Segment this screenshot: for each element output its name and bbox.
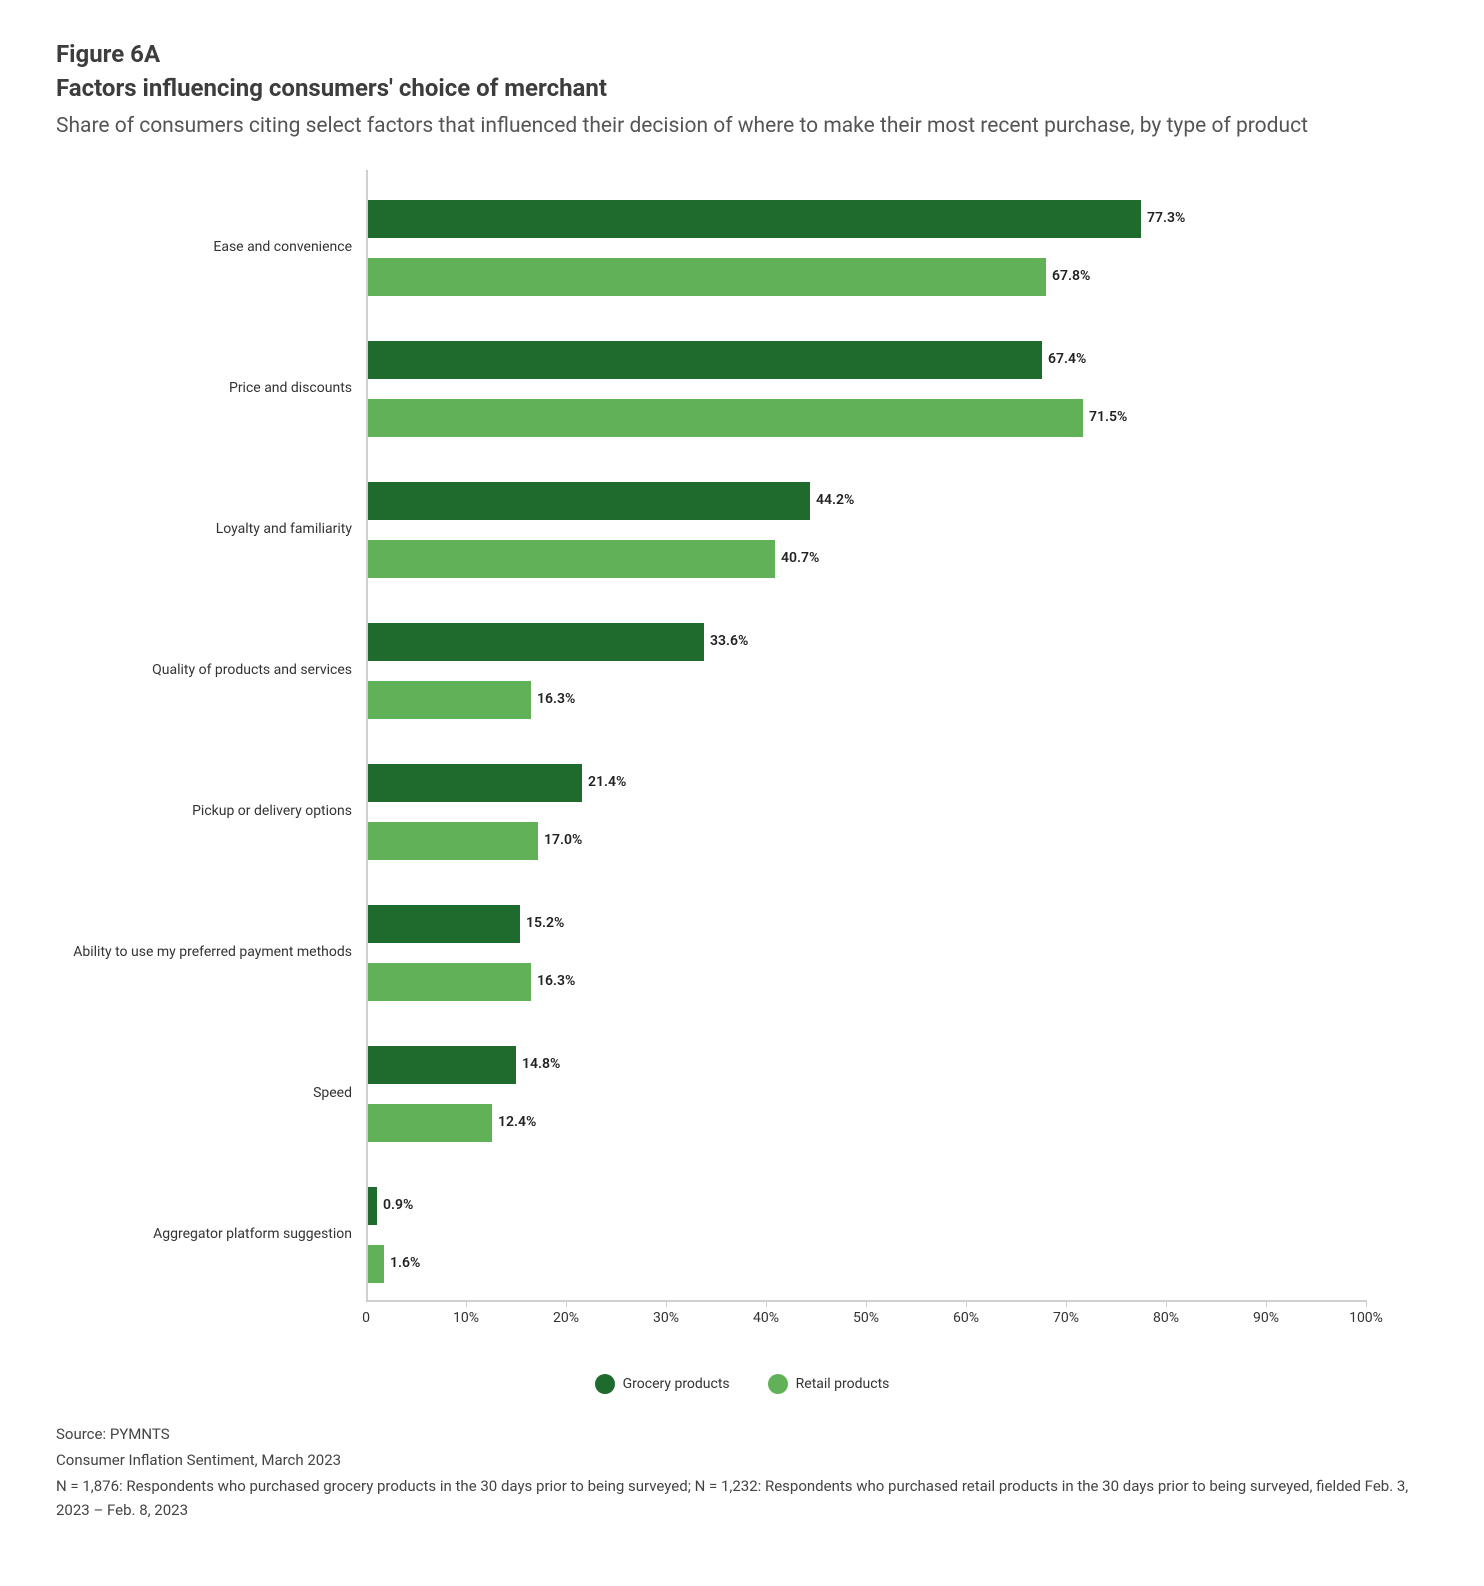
x-tick <box>866 1300 867 1307</box>
bar <box>368 1187 377 1225</box>
bar-value-label: 0.9% <box>383 1197 413 1213</box>
category-label: Pickup or delivery options <box>192 803 352 819</box>
category-label: Ability to use my preferred payment meth… <box>73 944 352 960</box>
bar-chart: 0 10% 20% 30% 40% 50% 60% 70% 80% 90% 100% Ease and… <box>56 160 1428 1360</box>
bar <box>368 540 775 578</box>
bar <box>368 399 1083 437</box>
x-tick-label: 20% <box>553 1310 579 1326</box>
bar-value-label: 67.4% <box>1048 351 1086 367</box>
x-tick <box>466 1300 467 1307</box>
bar <box>368 482 810 520</box>
legend-swatch <box>595 1374 615 1394</box>
x-tick <box>1066 1300 1067 1307</box>
bar-value-label: 15.2% <box>526 915 564 931</box>
x-tick-label: 70% <box>1053 1310 1079 1326</box>
category-label: Quality of products and services <box>152 662 352 678</box>
x-tick-label: 40% <box>753 1310 779 1326</box>
chart-title: Factors influencing consumers' choice of… <box>56 74 1428 102</box>
category-label: Price and discounts <box>229 380 352 396</box>
bar-value-label: 17.0% <box>544 832 582 848</box>
bar-value-label: 16.3% <box>537 691 575 707</box>
bar <box>368 1046 516 1084</box>
category-label: Speed <box>313 1085 352 1101</box>
legend-item: Retail products <box>768 1374 890 1394</box>
bar <box>368 341 1042 379</box>
bar-value-label: 67.8% <box>1052 268 1090 284</box>
footer-note: N = 1,876: Respondents who purchased gro… <box>56 1474 1428 1522</box>
bar-value-label: 1.6% <box>390 1255 420 1271</box>
bar-value-label: 77.3% <box>1147 210 1185 226</box>
x-tick-label: 50% <box>853 1310 879 1326</box>
bar <box>368 258 1046 296</box>
category-label: Ease and convenience <box>213 239 352 255</box>
x-tick <box>666 1300 667 1307</box>
footer-report: Consumer Inflation Sentiment, March 2023 <box>56 1448 1428 1472</box>
x-tick-label: 100% <box>1349 1310 1383 1326</box>
figure-container: Figure 6A Factors influencing consumers'… <box>0 0 1484 1582</box>
bar-value-label: 16.3% <box>537 973 575 989</box>
bar <box>368 681 531 719</box>
bar-value-label: 12.4% <box>498 1114 536 1130</box>
bar <box>368 764 582 802</box>
bar-value-label: 21.4% <box>588 774 626 790</box>
x-tick-label: 80% <box>1153 1310 1179 1326</box>
bar <box>368 905 520 943</box>
category-label: Loyalty and familiarity <box>216 521 352 537</box>
legend-swatch <box>768 1374 788 1394</box>
chart-legend: Grocery products Retail products <box>56 1374 1428 1394</box>
footer-source: Source: PYMNTS <box>56 1422 1428 1446</box>
bar <box>368 1245 384 1283</box>
x-tick-label: 10% <box>453 1310 479 1326</box>
bar-value-label: 44.2% <box>816 492 854 508</box>
x-tick-label: 30% <box>653 1310 679 1326</box>
chart-subtitle: Share of consumers citing select factors… <box>56 112 1416 140</box>
bar <box>368 822 538 860</box>
bar <box>368 963 531 1001</box>
bar-value-label: 14.8% <box>522 1056 560 1072</box>
x-tick <box>1166 1300 1167 1307</box>
bar-value-label: 71.5% <box>1089 409 1127 425</box>
chart-footer: Source: PYMNTS Consumer Inflation Sentim… <box>56 1422 1428 1522</box>
figure-number: Figure 6A <box>56 40 1428 68</box>
x-tick <box>566 1300 567 1307</box>
legend-label: Retail products <box>796 1376 890 1392</box>
x-tick-label: 60% <box>953 1310 979 1326</box>
bar-value-label: 33.6% <box>710 633 748 649</box>
bar <box>368 1104 492 1142</box>
bar <box>368 200 1141 238</box>
bar <box>368 623 704 661</box>
x-tick-label: 90% <box>1253 1310 1279 1326</box>
x-tick <box>1366 1300 1367 1307</box>
x-tick-label: 0 <box>362 1310 370 1326</box>
bar-value-label: 40.7% <box>781 550 819 566</box>
x-tick <box>966 1300 967 1307</box>
x-tick <box>1266 1300 1267 1307</box>
legend-item: Grocery products <box>595 1374 730 1394</box>
category-label: Aggregator platform suggestion <box>153 1226 352 1242</box>
x-tick <box>766 1300 767 1307</box>
legend-label: Grocery products <box>623 1376 730 1392</box>
